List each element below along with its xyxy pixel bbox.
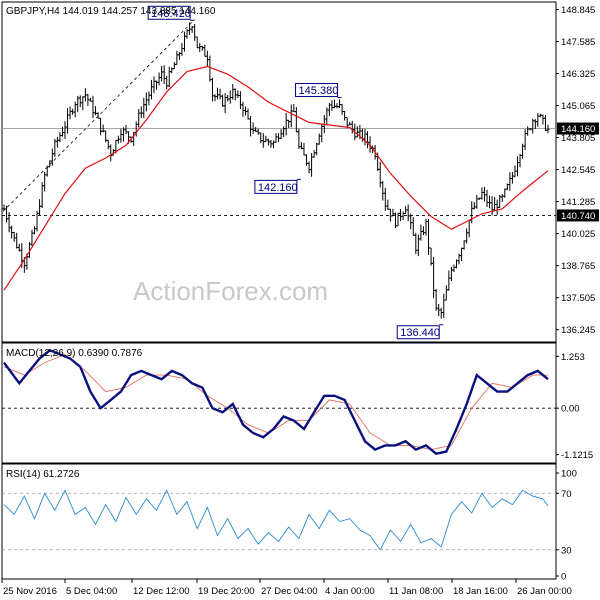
price-y-tick-label: 141.285 — [561, 197, 595, 208]
macd-y-tick-label: 1.253 — [561, 352, 585, 363]
price-y-tick-label: 138.765 — [561, 261, 595, 272]
price-y-tick-label: 148.845 — [561, 5, 595, 16]
x-tick-label: 26 Jan 00:00 — [517, 586, 572, 597]
x-tick-label: 5 Dec 04:00 — [66, 586, 117, 597]
rsi-y-tick-label: 70 — [561, 489, 572, 500]
macd-pane-title: MACD(12,26,9) 0.6390 0.7876 — [6, 348, 143, 359]
support-level-tag-label: 140.740 — [561, 211, 595, 222]
price-y-tick-label: 136.245 — [561, 325, 595, 336]
rsi-y-tick-label: 0 — [561, 572, 566, 583]
support-level-tag-bg — [557, 209, 599, 222]
x-tick-label: 25 Nov 2016 — [3, 586, 57, 597]
current-price-tag-bg — [557, 122, 599, 135]
price-y-tick-label: 142.545 — [561, 165, 595, 176]
x-tick-label: 12 Dec 12:00 — [133, 586, 190, 597]
price-y-tick-label: 147.585 — [561, 37, 595, 48]
price-annotation-box — [147, 5, 191, 20]
price-annotation-label: 145.380 — [299, 85, 339, 97]
price-annotation: 145.380 — [295, 83, 342, 99]
price-layer: 148.420 145.380 142.160 136.440 — [2, 5, 556, 340]
macd-layer — [2, 348, 556, 455]
current-price-tag: 144.160 — [557, 122, 599, 135]
price-y-tick-label: 145.065 — [561, 101, 595, 112]
macd-y-tick-label: -1.1215 — [561, 450, 593, 461]
price-annotation-box — [254, 179, 298, 194]
x-tick-label: 19 Dec 20:00 — [198, 586, 255, 597]
macd-signal-line — [3, 353, 548, 451]
x-tick-label: 11 Jan 08:00 — [389, 586, 443, 597]
rsi-pane-title: RSI(14) 61.2726 — [6, 469, 80, 480]
rsi-y-tick-label: 30 — [561, 545, 572, 556]
rsi-layer — [2, 489, 556, 551]
rsi-y-tick-label: 100 — [561, 469, 577, 480]
price-annotation: 148.420 — [147, 5, 195, 21]
macd-y-tick-label: 0.00 — [561, 404, 580, 415]
price-annotation-box — [295, 83, 339, 98]
support-level-tag: 140.740 — [557, 209, 599, 222]
price-y-tick-label: 146.325 — [561, 69, 595, 80]
watermark: ActionForex.com — [133, 276, 328, 306]
price-pane-title: GBPJPY,H4 144.019 144.257 143.885 144.16… — [6, 6, 216, 17]
price-y-tick-label: 140.025 — [561, 229, 595, 240]
macd-line — [3, 348, 549, 455]
price-annotation: 136.440 — [396, 324, 444, 340]
price-annotation-label: 142.160 — [258, 182, 298, 194]
price-y-tick-label: 137.505 — [561, 293, 595, 304]
macd-pane-frame — [1, 342, 557, 464]
x-tick-label: 27 Dec 04:00 — [261, 586, 318, 597]
rsi-pane-frame — [1, 463, 557, 580]
axis-layer: 148.845 147.585 146.325 145.065 143.805 142.5… — [1, 5, 599, 597]
price-y-tick-label: 143.805 — [561, 133, 595, 144]
x-tick-label: 18 Jan 16:00 — [453, 586, 508, 597]
price-annotation: 142.160 — [254, 178, 301, 194]
price-annotation-box — [396, 325, 440, 340]
x-tick-label: 4 Jan 00:00 — [325, 586, 375, 597]
rsi-line — [3, 489, 549, 551]
price-pane-frame — [1, 1, 557, 343]
current-price-tag-label: 144.160 — [561, 124, 595, 135]
price-annotation-label: 136.440 — [400, 327, 440, 339]
moving-average-line — [3, 65, 549, 291]
ohlc-bar — [546, 124, 550, 134]
price-annotation-label: 148.420 — [151, 8, 191, 20]
